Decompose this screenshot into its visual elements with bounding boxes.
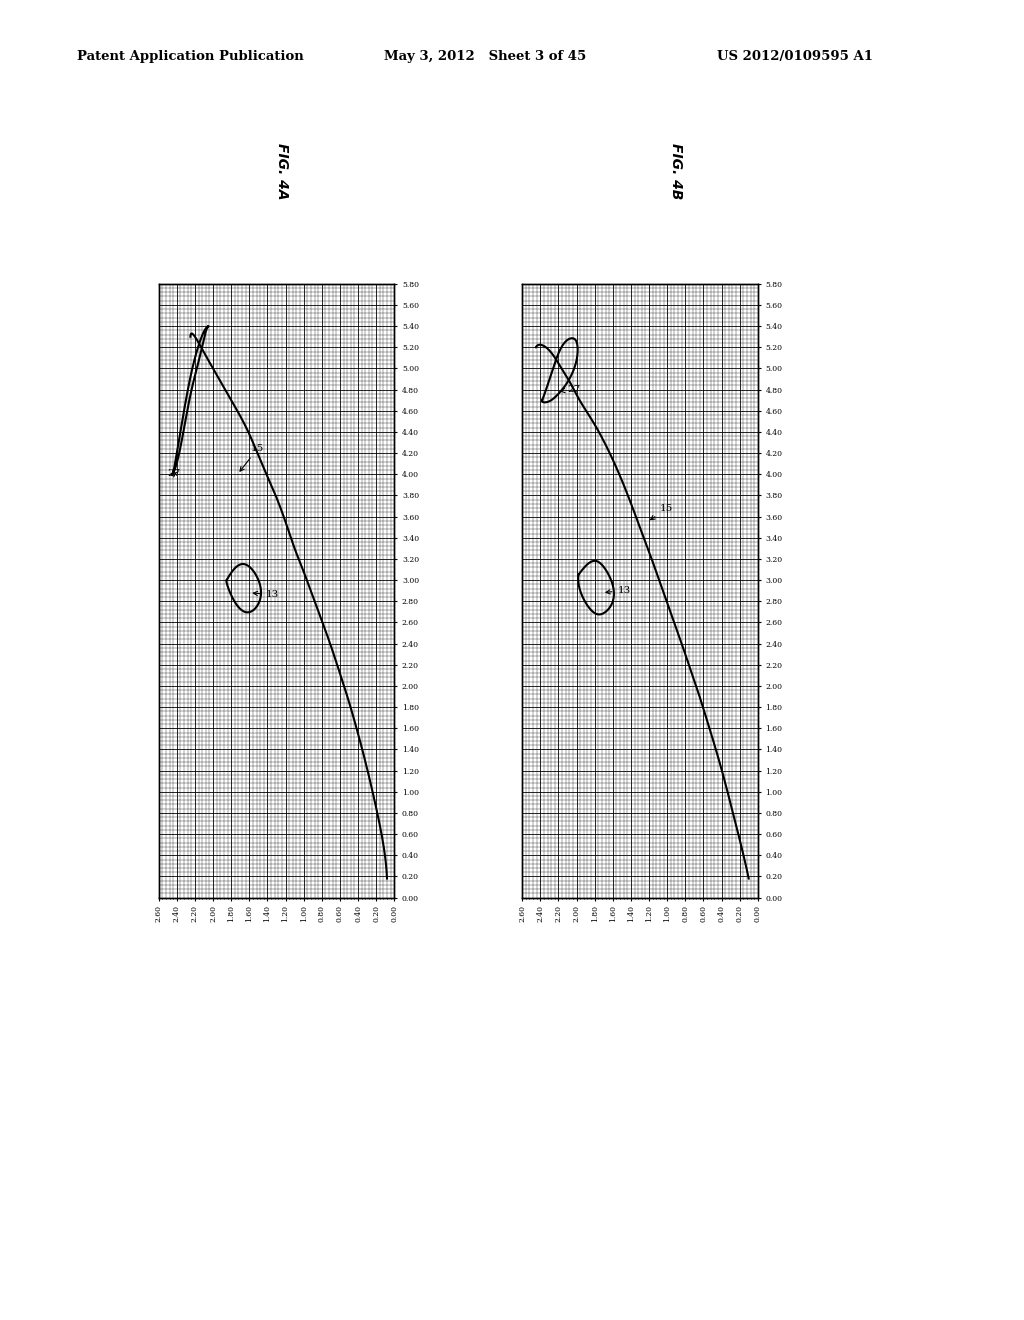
Text: 27: 27 [168,470,181,478]
Text: 27: 27 [561,384,581,393]
Text: 13: 13 [606,586,631,595]
Text: US 2012/0109595 A1: US 2012/0109595 A1 [717,50,872,63]
Text: May 3, 2012   Sheet 3 of 45: May 3, 2012 Sheet 3 of 45 [384,50,587,63]
Text: FIG. 4A: FIG. 4A [274,144,289,199]
Text: 15: 15 [650,504,673,520]
Text: Patent Application Publication: Patent Application Publication [77,50,303,63]
Text: 15: 15 [240,444,264,471]
Text: 13: 13 [253,590,279,599]
Text: FIG. 4B: FIG. 4B [669,144,683,199]
